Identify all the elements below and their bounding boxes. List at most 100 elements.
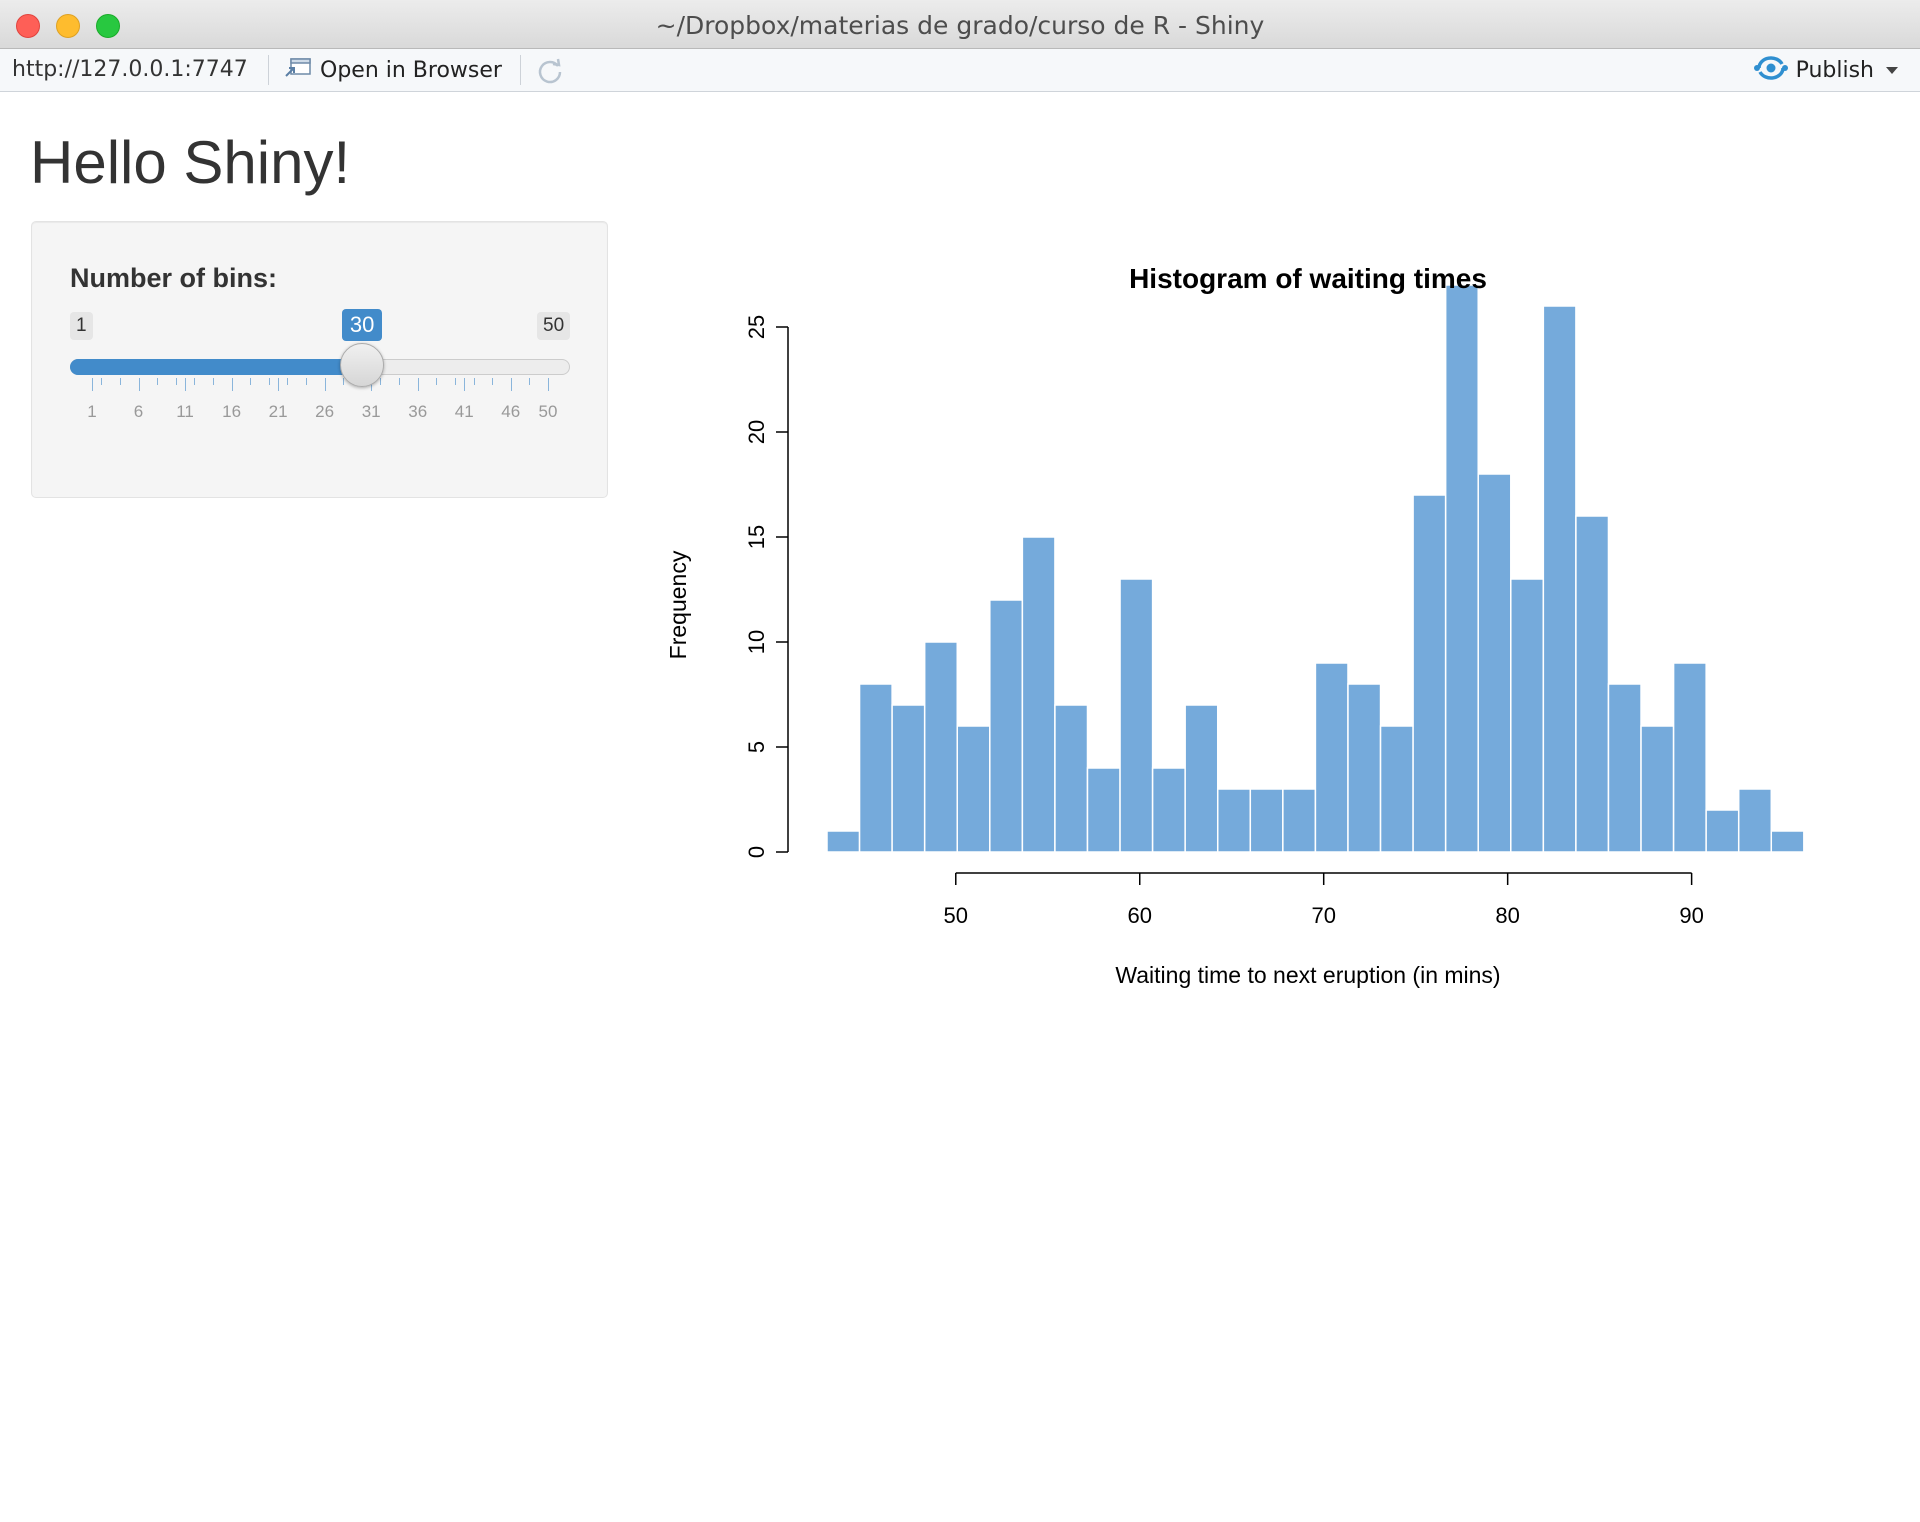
histogram-bar [1575, 515, 1610, 853]
slider-minor-tick [157, 378, 159, 385]
slider-minor-tick [436, 378, 438, 385]
slider-tick-label: 6 [133, 402, 144, 421]
slider-tick-label: 16 [222, 402, 242, 421]
page-title: Hello Shiny! [30, 129, 351, 196]
slider-fill [70, 359, 362, 375]
slider-tick-label: 21 [268, 402, 288, 421]
open-in-browser-button[interactable]: Open in Browser [284, 55, 502, 85]
slider-tick-label: 50 [538, 402, 558, 421]
slider-tick-label: 41 [454, 402, 474, 421]
toolbar-divider [268, 55, 269, 85]
minimize-window-button[interactable] [56, 14, 80, 38]
histogram-bar [1314, 662, 1349, 853]
histogram-bar [1151, 767, 1186, 853]
histogram-bar [1379, 725, 1414, 853]
histogram-bar [923, 641, 958, 853]
x-tick-label: 60 [1127, 903, 1151, 928]
slider-minor-tick [492, 378, 494, 385]
slider-tick-label: 46 [501, 402, 521, 421]
y-tick-label: 10 [744, 630, 769, 654]
histogram-bar [1119, 578, 1154, 853]
slider-tick-label: 36 [408, 402, 428, 421]
slider-minor-tick [473, 378, 475, 385]
slider-major-tick [231, 378, 233, 391]
histogram-bar [1282, 788, 1317, 853]
publish-label: Publish [1795, 57, 1874, 83]
histogram-bar [1510, 578, 1545, 853]
slider-major-tick [464, 378, 466, 391]
url-display[interactable]: http://127.0.0.1:7747 [12, 57, 248, 82]
histogram-bar [989, 599, 1024, 853]
slider-minor-tick [250, 378, 252, 385]
chevron-down-icon[interactable] [1886, 66, 1898, 74]
histogram-bar [1347, 683, 1382, 853]
histogram-bar [858, 683, 893, 853]
chart-title: Histogram of waiting times [1129, 263, 1487, 294]
refresh-button[interactable] [534, 55, 566, 87]
refresh-icon [534, 58, 566, 91]
histogram-bar [1054, 704, 1089, 853]
slider-minor-tick [343, 378, 345, 385]
histogram-bar [1184, 704, 1219, 853]
x-tick-label: 90 [1679, 903, 1703, 928]
y-tick-label: 5 [744, 741, 769, 753]
close-window-button[interactable] [16, 14, 40, 38]
slider-major-tick [510, 378, 512, 391]
histogram-bar [826, 830, 861, 853]
histogram-bar [1249, 788, 1284, 853]
slider-major-tick [417, 378, 419, 391]
slider-major-tick [92, 378, 93, 391]
slider-max-label: 50 [537, 312, 571, 340]
viewer-toolbar: http://127.0.0.1:7747 Open in Browser [0, 49, 1920, 92]
y-tick-label: 15 [744, 525, 769, 549]
y-axis-label: Frequency [665, 550, 691, 659]
slider-major-tick [278, 378, 280, 391]
y-tick-label: 25 [744, 315, 769, 339]
histogram-bar [1705, 809, 1740, 853]
histogram-bar [1737, 788, 1773, 853]
slider-minor-tick [194, 378, 196, 385]
histogram-bar [1412, 494, 1447, 853]
x-tick-label: 70 [1311, 903, 1335, 928]
slider-tick-label: 11 [176, 402, 194, 421]
slider-minor-tick [287, 378, 289, 385]
histogram-bar [1672, 662, 1707, 853]
slider-minor-tick [212, 378, 214, 385]
slider-handle[interactable] [339, 343, 384, 387]
slider-minor-tick [399, 378, 401, 385]
slider-major-tick [548, 378, 549, 391]
slider-tick-label: 31 [361, 402, 381, 421]
histogram-bar [1607, 683, 1642, 853]
slider-min-label: 1 [70, 312, 93, 340]
toolbar-divider [520, 55, 521, 85]
slider-minor-tick [529, 378, 531, 385]
y-tick-label: 0 [744, 846, 769, 858]
publish-button[interactable]: Publish [1753, 55, 1898, 85]
x-axis-label: Waiting time to next eruption (in mins) [1115, 962, 1500, 988]
x-tick-label: 80 [1495, 903, 1519, 928]
slider-minor-tick [454, 378, 456, 385]
histogram-bar [1086, 767, 1121, 853]
open-browser-icon [284, 56, 312, 84]
histogram-bar [1477, 473, 1512, 853]
maximize-window-button[interactable] [96, 14, 120, 38]
window-title: ~/Dropbox/materias de grado/curso de R -… [655, 11, 1265, 40]
histogram-bar [1640, 725, 1675, 853]
slider-minor-tick [268, 378, 270, 385]
y-tick-label: 20 [744, 420, 769, 444]
slider-minor-tick [306, 378, 308, 385]
histogram-bar [1021, 536, 1056, 853]
open-in-browser-label: Open in Browser [320, 57, 502, 83]
slider-value-bubble: 30 [341, 309, 383, 341]
slider-label: Number of bins: [70, 263, 277, 293]
histogram-bar [1216, 788, 1252, 853]
histogram-bar [1770, 830, 1805, 853]
slider-minor-tick [380, 378, 382, 385]
slider-tick-label: 26 [315, 402, 335, 421]
slider-major-tick [185, 378, 187, 391]
slider-minor-tick [175, 378, 177, 385]
histogram-plot: Histogram of waiting times 0 5 10 15 20 25 Freq… [640, 240, 1920, 1020]
slider-tick-label: 1 [87, 402, 97, 421]
histogram-bar [956, 725, 991, 853]
histogram-bar [1444, 284, 1479, 853]
